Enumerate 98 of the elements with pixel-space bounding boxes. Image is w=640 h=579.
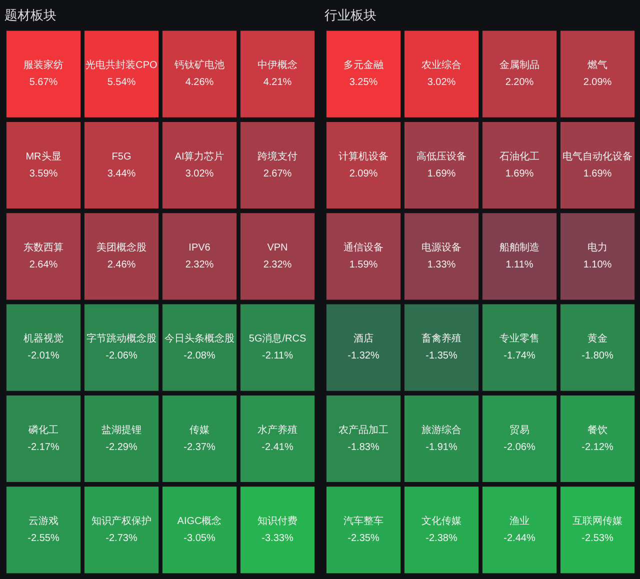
data-label: -2.73% (106, 532, 138, 544)
data-label: 3.02% (427, 77, 456, 88)
category-label: 今日头条概念股 (164, 332, 234, 345)
data-label: 3.02% (185, 168, 214, 180)
category-label: 水产养殖 (258, 424, 298, 436)
category-label: 电源设备 (422, 241, 462, 254)
data-label: 1.69% (427, 168, 456, 180)
category-label: 石油化工 (500, 150, 540, 162)
data-label: -2.35% (348, 532, 380, 544)
data-label: 2.67% (263, 168, 292, 180)
data-label: 2.64% (29, 259, 58, 270)
data-label: -3.05% (184, 532, 216, 544)
data-label: -2.44% (504, 532, 536, 544)
data-label: -2.01% (28, 350, 60, 362)
data-label: -2.17% (28, 442, 60, 453)
category-label: 高低压设备 (416, 150, 466, 162)
category-label: AI算力芯片 (174, 150, 224, 162)
data-label: -1.74% (504, 350, 536, 362)
category-label: 贸易 (510, 424, 530, 436)
data-label: -2.08% (184, 350, 216, 362)
data-label: 3.25% (349, 77, 378, 88)
category-label: 汽车整车 (344, 514, 384, 527)
data-label: -1.35% (426, 350, 458, 362)
data-label: 2.46% (107, 259, 136, 270)
category-label: 钙钛矿电池 (174, 59, 224, 72)
category-label: 农产品加工 (338, 424, 388, 436)
data-label: 5.67% (29, 77, 58, 88)
data-label: -1.91% (426, 442, 458, 453)
data-label: 1.33% (427, 259, 456, 270)
category-label: 知识产权保护 (92, 514, 152, 527)
data-label: -1.80% (582, 350, 614, 362)
category-label: 黄金 (588, 332, 608, 345)
data-label: 1.11% (506, 259, 534, 270)
category-label: 云游戏 (28, 514, 58, 527)
data-label: 3.44% (107, 168, 136, 180)
category-label: IPV6 (188, 242, 211, 254)
data-label: 2.09% (583, 77, 612, 88)
data-label: 5.54% (107, 77, 136, 88)
data-label: -1.32% (348, 350, 380, 362)
data-label: 1.69% (505, 168, 534, 180)
data-label: -2.37% (184, 442, 216, 453)
data-label: -2.12% (582, 442, 614, 453)
category-label: 光电共封装CPO (86, 59, 158, 72)
category-label: 金属制品 (500, 59, 540, 72)
data-label: 4.26% (185, 77, 214, 88)
category-label: 畜禽养殖 (422, 332, 462, 345)
text: 题材板块 (4, 8, 56, 24)
category-label: 多元金融 (344, 59, 384, 72)
category-label: 电气自动化设备 (562, 150, 632, 162)
category-label: 燃气 (588, 59, 608, 72)
category-label: 中伊概念 (258, 59, 298, 72)
category-label: 通信设备 (344, 241, 384, 254)
data-label: -2.06% (504, 442, 536, 453)
data-label: -2.29% (106, 442, 138, 453)
data-label: 2.20% (505, 77, 534, 88)
category-label: 磷化工 (28, 424, 58, 436)
category-label: MR头显 (26, 150, 62, 162)
category-label: 餐饮 (588, 424, 608, 436)
data-label: 2.32% (185, 259, 214, 270)
category-label: 船舶制造 (500, 241, 540, 254)
category-label: 农业综合 (422, 59, 462, 72)
category-label: F5G (112, 151, 132, 162)
category-label: 盐湖提锂 (102, 424, 142, 436)
data-label: -2.38% (426, 532, 458, 544)
category-label: VPN (267, 242, 288, 254)
data-label: -2.06% (106, 350, 138, 362)
data-label: -2.53% (582, 532, 614, 544)
data-label: 1.10% (583, 259, 612, 270)
data-label: -3.33% (262, 532, 294, 544)
category-label: 互联网传媒 (572, 514, 622, 527)
category-label: 知识付费 (258, 514, 298, 527)
category-label: 服装家纺 (24, 59, 64, 72)
category-label: 跨境支付 (258, 150, 298, 162)
data-label: 2.32% (263, 259, 292, 270)
category-label: 东数西算 (24, 241, 64, 254)
category-label: 文化传媒 (422, 514, 462, 527)
data-label: -1.83% (348, 442, 380, 453)
data-label: 3.59% (29, 168, 58, 180)
text: 行业板块 (324, 8, 376, 24)
data-label: -2.11% (262, 350, 294, 362)
data-label: 1.59% (349, 259, 378, 270)
category-label: 传媒 (190, 424, 210, 436)
data-label: -2.41% (262, 442, 294, 453)
category-label: 5G消息/RCS (248, 332, 306, 345)
category-label: 专业零售 (500, 332, 540, 345)
category-label: 美团概念股 (96, 241, 146, 254)
category-label: 计算机设备 (338, 150, 388, 162)
category-label: 字节跳动概念股 (86, 332, 156, 345)
category-label: AIGC概念 (177, 514, 222, 527)
data-label: 4.21% (263, 77, 292, 88)
data-label: -2.55% (28, 532, 60, 544)
category-label: 机器视觉 (24, 332, 64, 345)
data-label: 2.09% (349, 168, 378, 180)
data-label: 1.69% (583, 168, 612, 180)
category-label: 渔业 (510, 514, 530, 527)
category-label: 酒店 (354, 332, 374, 345)
category-label: 旅游综合 (422, 424, 462, 436)
category-label: 电力 (588, 241, 608, 254)
